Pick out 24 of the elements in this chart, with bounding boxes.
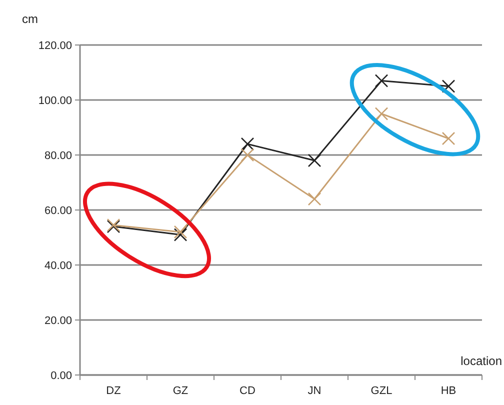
y-tick-label: 40.00 bbox=[44, 260, 72, 272]
y-axis-title: cm bbox=[22, 12, 38, 26]
x-tick-label: JN bbox=[308, 385, 322, 397]
point bbox=[308, 154, 322, 168]
y-tick-label: 120.00 bbox=[38, 40, 72, 52]
y-tick-label: 80.00 bbox=[44, 150, 72, 162]
point bbox=[442, 132, 456, 146]
point bbox=[174, 225, 188, 239]
x-tick-label: CD bbox=[240, 385, 256, 397]
y-tick-label: 100.00 bbox=[38, 94, 72, 107]
x-tick-label: GZL bbox=[370, 385, 392, 397]
y-tick-label: 20.00 bbox=[44, 314, 72, 327]
x-axis-title: location bbox=[460, 354, 502, 368]
x-tick-label: HB bbox=[440, 385, 456, 397]
point bbox=[374, 74, 388, 88]
point bbox=[308, 192, 322, 206]
y-tick-label: 0.00 bbox=[50, 370, 72, 382]
x-tick-label: GZ bbox=[172, 385, 188, 397]
point bbox=[174, 228, 188, 242]
point bbox=[240, 137, 254, 151]
x-tick-label: DZ bbox=[106, 385, 122, 397]
point bbox=[240, 148, 254, 162]
point bbox=[374, 107, 388, 120]
y-tick-label: 60.00 bbox=[44, 204, 72, 217]
